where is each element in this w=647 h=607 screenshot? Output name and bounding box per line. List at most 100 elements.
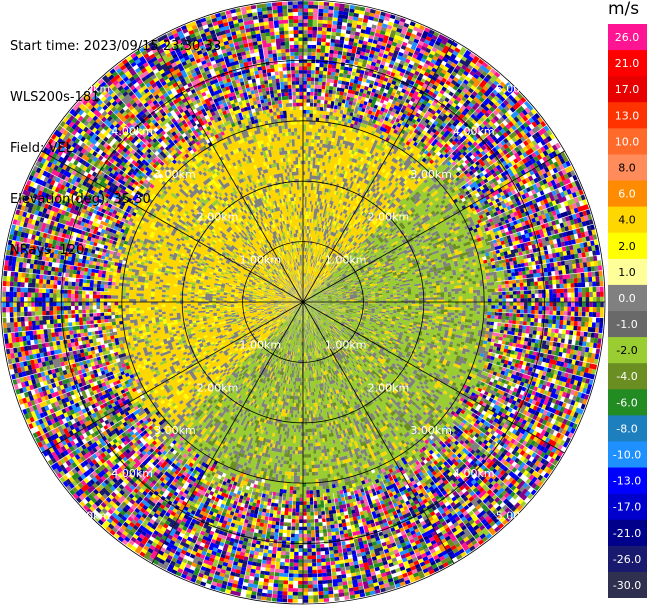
ray-separator	[439, 88, 517, 166]
colorbar-tick-label: 8.0	[618, 162, 636, 175]
azimuth-line	[151, 301, 304, 564]
colorbar-swatch	[608, 467, 647, 495]
colorbar-swatch	[608, 258, 647, 286]
ray-separator	[1, 311, 111, 319]
ray-separator	[493, 331, 602, 350]
ray-separator	[483, 193, 586, 234]
ray-separator	[322, 1, 335, 110]
colorbar-tick-label: -21.0	[613, 527, 641, 540]
colorbar-swatch	[608, 232, 647, 260]
range-ring-label: 3.00km	[410, 168, 452, 181]
ray-separator	[486, 208, 591, 243]
colorbar-tick-label: -13.0	[613, 475, 641, 488]
ray-separator	[68, 111, 153, 181]
range-ring-label: 4.00km	[111, 125, 153, 138]
ray-separator	[2, 321, 111, 334]
azimuth-line	[41, 301, 304, 454]
colorbar-tick-label: 10.0	[615, 135, 640, 148]
colorbar-swatch	[608, 311, 647, 338]
ray-separator	[459, 124, 548, 189]
range-ring-label: 3.00km	[154, 424, 196, 437]
ray-separator	[7, 341, 115, 366]
ray-separator	[495, 311, 605, 319]
velocity-colorbar: 26.0 21.0 17.0 13.0 10.0 8.0 6.0 4.0 2.0 1.0 0.0 -1…	[608, 24, 647, 598]
ray-separator	[20, 193, 123, 234]
ray-separator	[209, 14, 244, 119]
ray-separator	[495, 270, 604, 283]
colorbar-swatch	[608, 102, 647, 129]
ray-separator	[489, 223, 595, 253]
range-ring-label: 5.00km	[69, 82, 111, 95]
colorbar-tick-label: -8.0	[616, 422, 637, 435]
ray-separator	[112, 67, 182, 152]
ray-separator	[342, 490, 367, 598]
colorbar-tick-label: 6.0	[618, 188, 636, 201]
colorbar-swatch	[608, 337, 647, 364]
ray-separator	[33, 164, 131, 215]
colorbar-swatch	[608, 545, 647, 573]
ray-separator	[432, 445, 506, 527]
colorbar-swatch	[608, 180, 647, 208]
ray-separator	[479, 380, 580, 426]
ray-separator	[15, 361, 120, 396]
ray-separator	[424, 452, 494, 537]
ray-separator	[390, 32, 441, 130]
ray-separator	[453, 111, 538, 181]
range-ring-label: 1.00km	[240, 253, 282, 266]
ray-separator	[453, 423, 538, 493]
ray-separator	[89, 438, 167, 516]
ray-separator	[495, 321, 604, 334]
ray-separator	[408, 48, 468, 141]
ray-separator	[138, 48, 198, 141]
ray-separator	[495, 285, 605, 293]
ray-separator	[100, 445, 174, 527]
ray-separator	[1, 285, 111, 293]
colorbar-swatch	[608, 363, 647, 390]
colorbar-tick-label: -10.0	[613, 449, 641, 462]
ray-separator	[483, 370, 586, 411]
colorbar-swatch	[608, 389, 647, 416]
colorbar-swatch	[608, 76, 647, 103]
ray-separator	[239, 490, 264, 598]
ray-separator	[493, 254, 602, 273]
velocity-gates	[3, 4, 604, 599]
ray-separator	[15, 208, 120, 243]
ray-separator	[89, 88, 167, 166]
scan-info: Start time: 2023/09/15 23:30:33 WLS200s-…	[10, 4, 221, 276]
azimuth-line	[302, 150, 565, 303]
colorbar-swatch	[608, 154, 647, 182]
ray-separator	[194, 19, 235, 122]
field-text: Field: VEL	[10, 141, 73, 156]
colorbar-tick-label: -30.0	[613, 579, 641, 592]
ray-separator	[11, 223, 117, 253]
range-ring-label: 2.00km	[197, 381, 239, 394]
ray-separator	[7, 238, 115, 263]
colorbar-tick-label: -26.0	[613, 553, 641, 566]
colorbar-swatch	[608, 206, 647, 234]
ray-separator	[332, 3, 351, 112]
station-name-text: WLS200s-181	[10, 90, 100, 105]
ray-separator	[475, 389, 573, 440]
range-ring-label: 5.00km	[496, 510, 538, 523]
ray-separator	[464, 137, 557, 197]
ray-separator	[165, 32, 216, 130]
colorbar-swatch	[608, 415, 647, 442]
ray-separator	[342, 6, 367, 114]
colorbar-tick-label: 2.0	[618, 240, 636, 253]
colorbar-swatch	[608, 493, 647, 521]
ray-separator	[446, 431, 528, 505]
range-ring-label: 3.00km	[154, 168, 196, 181]
range-ring-label: 4.00km	[453, 467, 495, 480]
colorbar-tick-label: 21.0	[615, 57, 640, 70]
ray-separator	[486, 361, 591, 396]
colorbar-swatch	[608, 519, 647, 547]
ray-separator	[371, 482, 412, 585]
ray-separator	[432, 77, 506, 159]
ray-separator	[464, 407, 557, 467]
ray-separator	[312, 494, 320, 604]
ray-separator	[78, 431, 160, 505]
ray-separator	[416, 458, 481, 547]
ray-separator	[371, 19, 412, 122]
colorbar-tick-label: -2.0	[616, 344, 637, 357]
colorbar-swatch	[608, 128, 647, 155]
